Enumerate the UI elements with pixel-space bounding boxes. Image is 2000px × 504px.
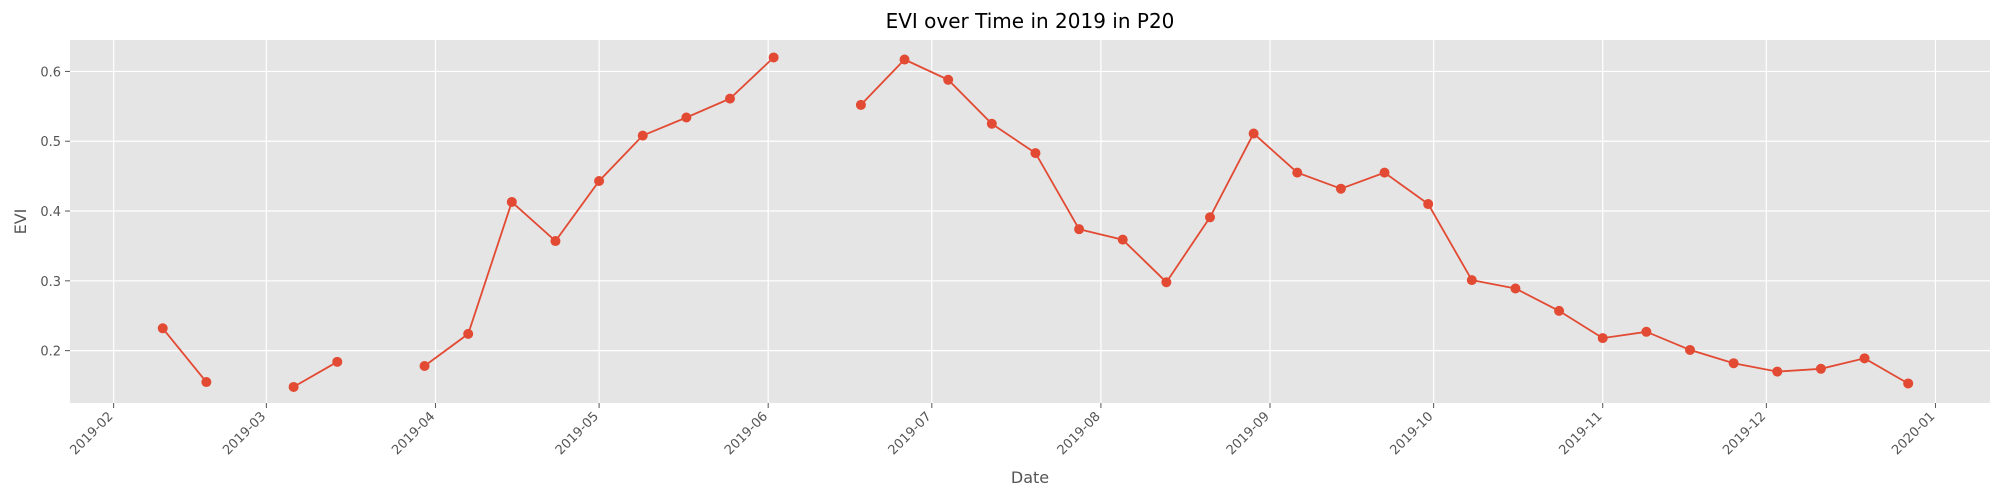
data-point — [463, 328, 474, 339]
data-point — [943, 74, 954, 85]
data-point — [1248, 128, 1259, 139]
data-point — [506, 196, 517, 207]
data-point — [332, 356, 343, 367]
data-point — [725, 93, 735, 104]
data-point — [1466, 275, 1477, 286]
data-point — [1772, 366, 1783, 377]
grid-lines — [70, 40, 1990, 403]
data-point — [1903, 378, 1914, 389]
data-point — [1161, 277, 1172, 288]
plot-area — [70, 40, 1990, 403]
series-layer — [157, 52, 1914, 392]
data-point — [201, 377, 212, 388]
data-point — [768, 52, 779, 63]
data-point — [1685, 344, 1695, 355]
data-point — [1815, 363, 1826, 374]
y-tick-label: 0.3 — [40, 275, 61, 290]
data-point — [157, 323, 168, 334]
y-tick-label: 0.4 — [40, 205, 61, 220]
y-tick-label: 0.5 — [40, 135, 61, 150]
y-tick-label: 0.2 — [40, 345, 61, 360]
series-line — [162, 327, 208, 383]
data-point — [1117, 234, 1128, 245]
data-point — [419, 361, 430, 372]
data-point — [594, 176, 605, 187]
y-axis-label: EVI — [11, 209, 30, 235]
x-axis-label: Date — [1011, 468, 1049, 487]
y-tick-label: 0.6 — [40, 65, 61, 80]
data-point — [681, 112, 692, 123]
data-point — [1379, 167, 1390, 178]
data-point — [1335, 183, 1346, 194]
data-point — [1423, 199, 1434, 210]
data-point — [1510, 283, 1521, 294]
data-point — [855, 99, 866, 110]
data-point — [1030, 148, 1041, 159]
data-point — [1292, 167, 1303, 178]
data-point — [1859, 353, 1870, 364]
data-point — [1554, 305, 1565, 316]
data-point — [1641, 326, 1652, 337]
data-point — [1728, 358, 1739, 369]
data-point — [899, 54, 910, 65]
data-point — [637, 130, 648, 141]
data-point — [288, 381, 299, 392]
series-evi — [157, 52, 1914, 392]
data-point — [1597, 333, 1608, 344]
data-point — [550, 236, 561, 247]
series-line — [293, 361, 338, 388]
chart-title: EVI over Time in 2019 in P20 — [886, 9, 1175, 33]
data-point — [986, 118, 997, 129]
data-point — [1205, 212, 1215, 223]
data-point — [1074, 224, 1085, 235]
